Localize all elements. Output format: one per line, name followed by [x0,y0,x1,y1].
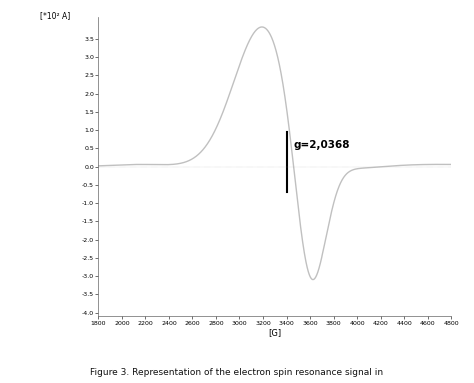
X-axis label: [G]: [G] [268,328,282,337]
Text: Figure 3. Representation of the electron spin resonance signal in: Figure 3. Representation of the electron… [91,368,383,377]
Y-axis label: [*10² A]: [*10² A] [40,11,70,20]
Text: g=2,0368: g=2,0368 [293,141,350,151]
